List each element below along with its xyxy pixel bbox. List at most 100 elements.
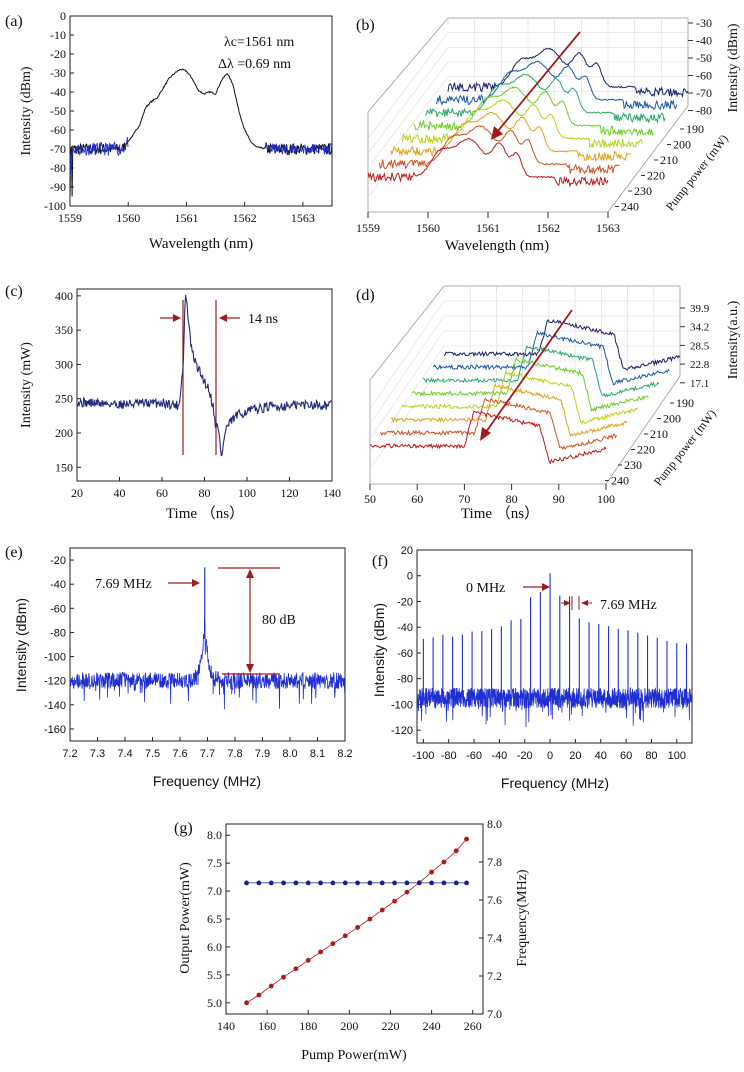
panel-c-xlabel: Time （ns） [166,505,244,522]
y-tick-label: -60 [397,648,413,660]
y-tick-label: -120 [44,676,66,688]
y-tick-label: -40 [50,85,66,99]
panel-a-label: (a) [5,13,23,30]
z-tick-label: 200 [663,412,681,426]
output-power-point [256,992,262,998]
panel-a-ylabel: Intensity (dBm) [19,66,34,155]
y2-tick-label: 7.2 [487,969,502,983]
y-tick-label: 0 [60,9,66,23]
y-tick-label: -30 [50,66,66,80]
x-tick-label: 1562 [536,221,560,235]
y-tick-label: 400 [55,289,73,303]
x-tick-label: 1560 [416,221,440,235]
panel-f-spacing-arrowhead-right [581,600,588,606]
frequency-point [330,880,336,886]
waterfall-trace [413,86,655,137]
panel-d-label: (d) [356,287,375,304]
waterfall-trace [425,73,666,124]
y-tick-label: 7.0 [207,884,222,898]
x-tick-label: 1560 [116,211,140,225]
x-tick-label: 120 [281,486,299,500]
output-power-point [305,957,311,963]
y-tick-label: -20 [50,555,66,567]
x-tick-label: -20 [517,750,533,762]
y-tick-label: -40 [696,34,712,48]
y-tick-label: -60 [50,123,66,137]
panel-g-y2label: Frequency(MHz) [515,869,530,967]
waterfall-trace [401,99,643,149]
x-tick-label: 0 [547,750,553,762]
x-tick-label: 7.3 [90,748,105,760]
panel-e-xlabel: Frequency (MHz) [153,773,261,789]
panel-e-spectrum-trace [69,617,346,710]
output-power-point [293,966,299,972]
y-tick-label: -160 [44,724,66,736]
frequency-point [429,880,434,886]
panel-b-ylabel: Intensity (dBm) [726,23,741,112]
x-tick-label: 100 [668,750,686,762]
grid-line [369,300,445,410]
frequency-point [355,880,360,886]
y-tick-label: 300 [55,357,73,371]
y-tick-label: -10 [50,28,66,42]
y-tick-label: -70 [50,142,66,156]
panel-e-snr-arrowhead-bottom [246,664,254,673]
x-tick-label: 7.4 [117,748,132,760]
x-tick-label: 220 [381,1019,399,1033]
x-tick-label: 60 [156,486,168,500]
panel-b-trend-arrowhead [491,126,503,140]
waterfall-trace [443,319,681,371]
x-tick-label: 50 [364,492,376,506]
panel-f-spectrum-noise [416,686,693,728]
waterfall-trace [436,60,678,111]
y2-tick-label: 7.0 [487,1007,502,1021]
output-power-point [367,916,373,922]
waterfall-trace [369,410,607,465]
z-tick-label: 230 [624,458,642,472]
panel-c-label: (c) [5,283,23,300]
y2-tick-label: 7.8 [487,855,502,869]
panel-c: (c) 20 40 60 80 100 120 140150200250300350400 … [5,283,341,522]
panel-e-peak-arrowhead [192,579,200,587]
x-tick-label: 1559 [356,221,380,235]
panel-g-frame [225,823,484,1015]
y-tick-label: 17.1 [690,378,709,390]
y-tick-label: 6.0 [207,940,222,954]
y-tick-label: -80 [50,161,66,175]
panel-f-spacing-arrowhead-left [564,600,571,606]
frequency-point [392,880,397,886]
frequency-point [244,880,249,886]
panel-f: (f) -100 -80 -60 -40 -20 0 20 40 60 80 100 20 0 -20 -4… [371,545,693,791]
panel-b-xlabel: Wavelength (nm) [445,238,549,254]
output-power-point [404,889,410,895]
panel-d-trend-arrow [485,309,573,433]
x-tick-label: -80 [441,750,457,762]
frequency-point [342,880,348,886]
output-power-point [429,869,434,875]
panel-d-trend-arrowhead [480,427,491,441]
panel-e-ylabel: Intensity (dBm) [13,598,29,692]
frequency-point [293,880,299,886]
waterfall-trace [401,368,639,426]
x-tick-label: 7.6 [172,748,187,760]
y-tick-label: -80 [696,104,712,118]
x-tick-label: 80 [199,486,211,500]
panel-e-label: (e) [5,544,23,561]
z-tick-label: 230 [634,184,652,198]
panel-b-trend-arrow [496,31,581,133]
panel-d-xlabel: Time （ns） [461,505,539,522]
frequency-point [416,880,422,886]
y-tick-label: 22.8 [690,359,710,371]
y-tick-label: -60 [50,603,66,615]
y-tick-label: -20 [397,596,413,608]
waterfall-trace [380,397,618,451]
frequency-point [367,880,373,886]
x-tick-label: 180 [299,1019,317,1033]
y-tick-label: 20 [401,545,413,557]
panel-c-annotation-duration: 14 ns [248,312,278,327]
x-tick-label: 7.5 [145,748,160,760]
panel-g: (g) 140 160 180 200 220 240 260 5.0 5.5 6.0 6.5 7.0… [174,817,530,1063]
y-tick-label: -50 [50,104,66,118]
x-tick-label: 7.8 [227,748,242,760]
output-power-point [281,974,286,980]
